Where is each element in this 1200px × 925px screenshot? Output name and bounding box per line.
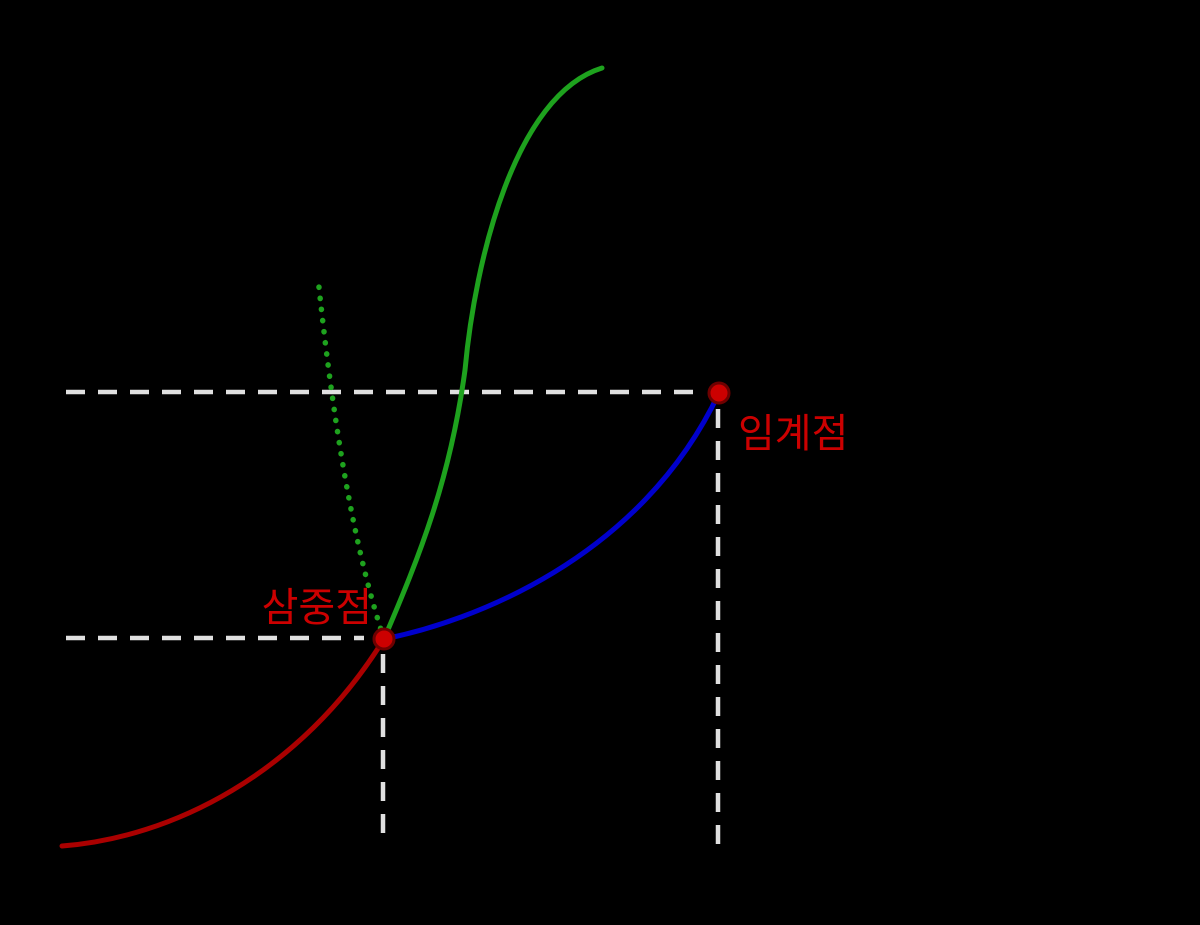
- guide-lines: [66, 389, 721, 846]
- fusion-curve: [381, 65, 605, 642]
- critical-point-label: 임계점: [738, 411, 848, 457]
- vaporization-curve: [381, 390, 722, 642]
- fusion-anomalous-curve: [315, 275, 387, 642]
- phase-boundary-curves: [59, 65, 722, 849]
- triple-point-marker: [372, 627, 396, 651]
- sublimation-curve: [59, 636, 387, 849]
- triple-point-label: 삼중점: [262, 585, 372, 631]
- critical-point-marker: [707, 381, 731, 405]
